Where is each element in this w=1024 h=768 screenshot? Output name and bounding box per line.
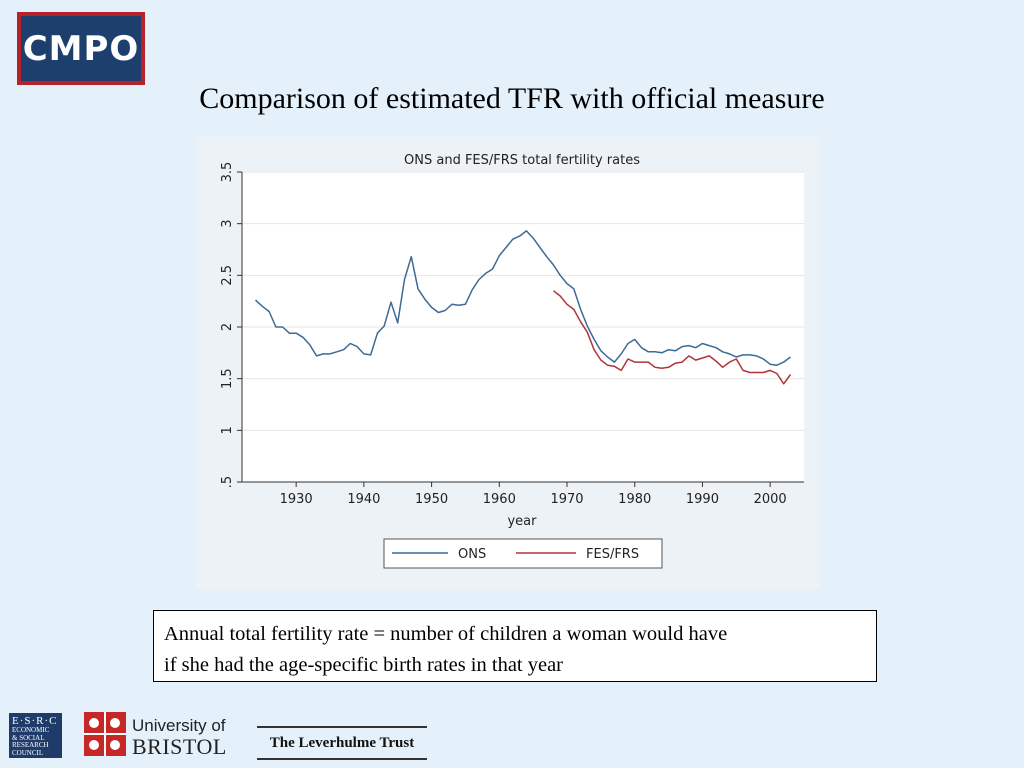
cmpo-logo-text: CMPO	[21, 16, 141, 81]
y-tick-label: 2.5	[220, 265, 235, 286]
y-tick-label: 1.5	[220, 368, 235, 389]
series-lines	[254, 230, 792, 385]
y-tick-label: 1	[220, 426, 235, 434]
esrc-line: COUNCIL	[12, 748, 44, 757]
x-tick-label: 1950	[415, 492, 448, 507]
fertility-chart: ONS and FES/FRS total fertility rates .5…	[220, 153, 804, 569]
series-line-ons	[254, 230, 791, 366]
x-tick-label: 1970	[550, 492, 583, 507]
x-tick-label: 1940	[347, 492, 380, 507]
esrc-abbrev: E·S·R·C	[12, 715, 58, 727]
series-line-fes-frs	[553, 290, 792, 385]
esrc-line: ECONOMIC	[12, 726, 50, 734]
esrc-logo: E·S·R·C ECONOMIC & SOCIAL RESEARCH COUNC…	[9, 713, 62, 758]
x-tick-label: 1990	[686, 492, 719, 507]
crest-shape-icon	[84, 712, 126, 756]
slide-title: Comparison of estimated TFR with officia…	[0, 82, 1024, 116]
cmpo-logo: CMPO	[17, 12, 145, 85]
university-line-2: BRISTOL	[132, 734, 227, 759]
note-line-2: if she had the age-specific birth rates …	[164, 654, 564, 676]
y-axis: .5 1 1.5 2 2.5 3 3.5	[220, 162, 243, 488]
esrc-line: & SOCIAL	[12, 733, 45, 742]
note-line-1: Annual total fertility rate = number of …	[164, 623, 728, 645]
chart-panel: ONS and FES/FRS total fertility rates .5…	[196, 137, 820, 589]
chart-title: ONS and FES/FRS total fertility rates	[404, 153, 640, 168]
y-tick-label: .5	[220, 476, 235, 488]
y-tick-label: 2	[220, 323, 235, 331]
bristol-crest-icon	[84, 712, 126, 756]
legend-label-fes: FES/FRS	[586, 547, 639, 562]
y-tick-label: 3.5	[220, 162, 235, 183]
gridlines	[242, 171, 804, 431]
x-tick-label: 1980	[618, 492, 651, 507]
y-tick-label: 3	[220, 220, 235, 228]
legend-label-ons: ONS	[458, 547, 486, 562]
university-line-1: University of	[132, 716, 226, 735]
slide-title-text: Comparison of estimated TFR with officia…	[199, 82, 825, 115]
legend: ONS FES/FRS	[383, 538, 663, 569]
x-tick-label: 2000	[754, 492, 787, 507]
leverhulme-logo: The Leverhulme Trust	[257, 726, 427, 760]
x-tick-label: 1960	[483, 492, 516, 507]
esrc-line: RESEARCH	[12, 741, 49, 749]
x-tick-label: 1930	[280, 492, 313, 507]
bristol-logo: University of BRISTOL	[84, 712, 234, 759]
definition-note: Annual total fertility rate = number of …	[153, 610, 877, 682]
x-axis-label: year	[507, 514, 537, 529]
x-axis: 1930 1940 1950 1960 1970 1980 1990 2000	[242, 481, 804, 507]
